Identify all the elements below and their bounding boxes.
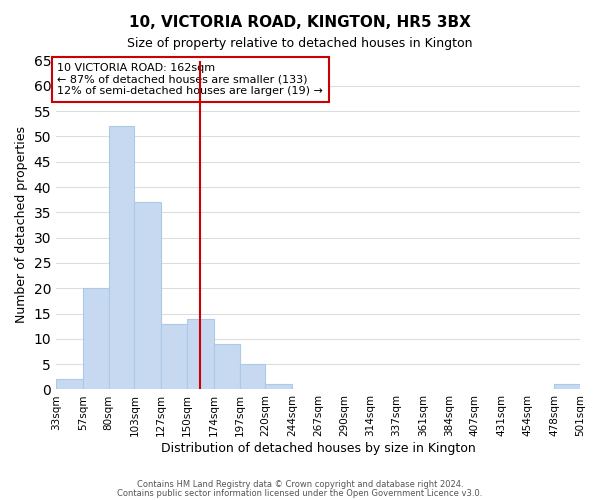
Bar [554, 384, 580, 390]
Bar [109, 126, 134, 390]
X-axis label: Distribution of detached houses by size in Kington: Distribution of detached houses by size … [161, 442, 475, 455]
Y-axis label: Number of detached properties: Number of detached properties [15, 126, 28, 324]
Bar [56, 380, 83, 390]
Text: Contains public sector information licensed under the Open Government Licence v3: Contains public sector information licen… [118, 488, 482, 498]
Bar [239, 364, 265, 390]
Text: 10 VICTORIA ROAD: 162sqm
← 87% of detached houses are smaller (133)
12% of semi-: 10 VICTORIA ROAD: 162sqm ← 87% of detach… [57, 63, 323, 96]
Bar [134, 202, 161, 390]
Bar [265, 384, 292, 390]
Bar [161, 324, 187, 390]
Bar [83, 288, 109, 390]
Text: Size of property relative to detached houses in Kington: Size of property relative to detached ho… [127, 38, 473, 51]
Text: Contains HM Land Registry data © Crown copyright and database right 2024.: Contains HM Land Registry data © Crown c… [137, 480, 463, 489]
Bar [214, 344, 239, 390]
Bar [187, 318, 214, 390]
Text: 10, VICTORIA ROAD, KINGTON, HR5 3BX: 10, VICTORIA ROAD, KINGTON, HR5 3BX [129, 15, 471, 30]
